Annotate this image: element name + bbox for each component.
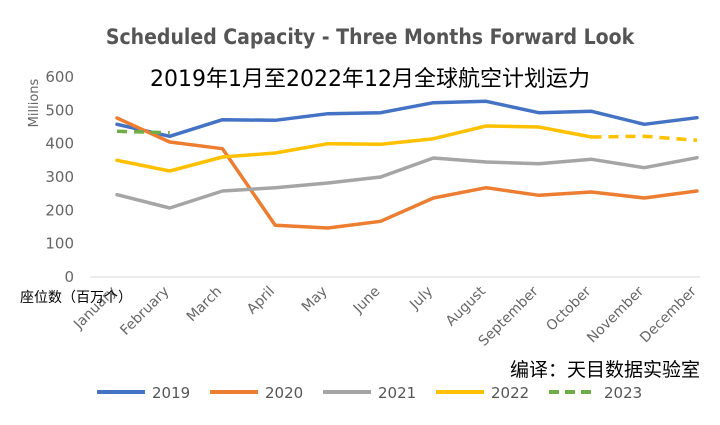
y-axis-label: Millions bbox=[27, 78, 42, 127]
y-tick-label: 0 bbox=[64, 268, 74, 286]
legend-label-2022: 2022 bbox=[491, 384, 529, 402]
x-tick-label: June bbox=[350, 284, 384, 318]
series-line-2022-dashed-tail bbox=[591, 134, 698, 143]
x-tick-label: July bbox=[406, 284, 436, 314]
legend-label-2019: 2019 bbox=[152, 384, 190, 402]
x-tick-label: October bbox=[543, 283, 594, 334]
series-lines bbox=[115, 99, 699, 230]
x-tick-label: December bbox=[637, 283, 700, 346]
x-tick-label: August bbox=[443, 283, 489, 329]
y-tick-label: 300 bbox=[45, 168, 74, 186]
legend: 2019 2020 2021 2022 2023 bbox=[97, 384, 642, 402]
y-tick-label: 500 bbox=[45, 101, 74, 119]
series-line-2020 bbox=[115, 116, 699, 230]
legend-label-2021: 2021 bbox=[378, 384, 416, 402]
legend-label-2020: 2020 bbox=[265, 384, 303, 402]
series-line-2022 bbox=[115, 124, 594, 173]
series-line-2021 bbox=[115, 155, 699, 210]
legend-label-2023: 2023 bbox=[604, 384, 642, 402]
chart-title: Scheduled Capacity - Three Months Forwar… bbox=[106, 25, 635, 49]
y-axis-ticks: 0 100 200 300 400 500 600 bbox=[45, 68, 74, 286]
y-tick-label: 400 bbox=[45, 135, 74, 153]
y-tick-label: 200 bbox=[45, 201, 74, 219]
chart-subtitle: 2019年1月至2022年12月全球航空计划运力 bbox=[150, 67, 590, 92]
y-tick-label: 100 bbox=[45, 235, 74, 253]
unit-note: 座位数（百万个） bbox=[20, 290, 132, 306]
series-line-2019 bbox=[115, 99, 699, 139]
x-tick-label: April bbox=[244, 284, 278, 318]
x-tick-label: March bbox=[184, 284, 225, 325]
credit-note: 编译：天目数据实验室 bbox=[510, 359, 700, 381]
x-tick-label: May bbox=[299, 284, 331, 316]
series-line-2023 bbox=[116, 129, 170, 135]
y-tick-label: 600 bbox=[45, 68, 74, 86]
